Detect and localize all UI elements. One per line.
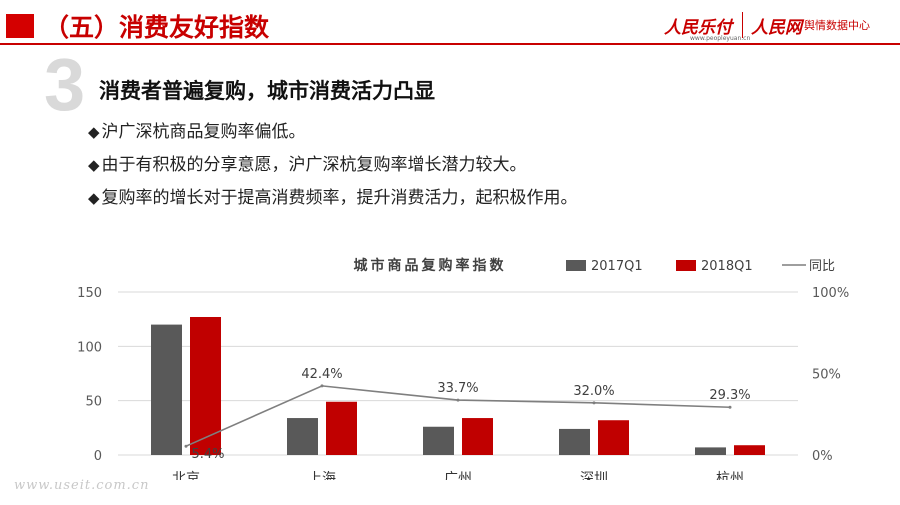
line-data-label: 32.0% — [573, 384, 614, 399]
bullet-item: ◆ 沪广深杭商品复购率偏低。 — [88, 120, 578, 153]
bar-2017Q1 — [559, 428, 590, 455]
x-tick-label: 上海 — [308, 471, 336, 480]
people-pay-logo-url: www.peopleyuan.cn — [690, 35, 751, 42]
line-data-label: 29.3% — [709, 388, 750, 403]
diamond-bullet-icon: ◆ — [88, 156, 100, 174]
diamond-bullet-icon: ◆ — [88, 123, 100, 141]
line-point — [728, 405, 732, 409]
x-tick-label: 广州 — [444, 471, 472, 480]
line-point — [456, 398, 460, 402]
legend-label: 同比 — [809, 259, 835, 274]
y-right-tick-label: 0% — [812, 449, 833, 464]
y-left-tick-label: 150 — [77, 286, 102, 301]
bullet-list: ◆ 沪广深杭商品复购率偏低。 ◆ 由于有积极的分享意愿，沪广深杭复购率增长潜力较大。… — [88, 120, 578, 219]
people-net-logo: 人民网 — [751, 17, 802, 38]
line-point — [592, 401, 596, 405]
bullet-item: ◆ 复购率的增长对于提高消费频率，提升消费活力，起积极作用。 — [88, 186, 578, 219]
header-divider — [0, 43, 900, 45]
watermark: www.useit.com.cn — [14, 478, 150, 493]
x-tick-label: 北京 — [172, 471, 200, 480]
bar-2018Q1 — [462, 418, 493, 455]
bar-2017Q1 — [151, 324, 182, 455]
bullet-item: ◆ 由于有积极的分享意愿，沪广深杭复购率增长潜力较大。 — [88, 153, 578, 186]
people-pay-logo: 人民乐付 — [664, 17, 732, 38]
diamond-bullet-icon: ◆ — [88, 189, 100, 207]
line-data-label: 33.7% — [437, 381, 478, 396]
line-data-label: 5.4% — [191, 447, 224, 462]
y-right-tick-label: 50% — [812, 368, 841, 383]
y-left-tick-label: 50 — [85, 395, 102, 410]
page-title: （五）消费友好指数 — [44, 13, 270, 42]
bullet-text: 复购率的增长对于提高消费频率，提升消费活力，起积极作用。 — [101, 188, 578, 208]
y-right-tick-label: 100% — [812, 286, 849, 301]
line-data-label: 42.4% — [301, 367, 342, 382]
bar-2018Q1 — [190, 316, 221, 455]
legend-swatch — [566, 260, 586, 271]
bar-2018Q1 — [734, 445, 765, 455]
repurchase-index-chart: 0 50 100 150 0% 50% 100% 北京 上海 广州 深圳 杭州 5.4% 42.4% 33.… — [77, 257, 849, 480]
x-tick-label: 杭州 — [716, 471, 744, 480]
logo-divider — [742, 12, 743, 38]
y-left-tick-label: 0 — [94, 449, 102, 464]
section-title: 消费者普遍复购，城市消费活力凸显 — [99, 79, 435, 103]
x-tick-label: 深圳 — [580, 471, 608, 480]
legend-label: 2017Q1 — [591, 259, 643, 274]
y-left-tick-label: 100 — [77, 340, 102, 355]
line-point — [320, 384, 324, 388]
line-point — [184, 444, 188, 448]
legend-swatch — [676, 260, 696, 271]
data-center-label: 舆情数据中心 — [804, 19, 870, 32]
bullet-text: 沪广深杭商品复购率偏低。 — [101, 122, 306, 142]
bullet-text: 由于有积极的分享意愿，沪广深杭复购率增长潜力较大。 — [101, 155, 527, 175]
legend-label: 2018Q1 — [701, 259, 753, 274]
logo-group: 人民乐付 www.peopleyuan.cn 人民网 舆情数据中心 — [664, 10, 870, 42]
bar-2017Q1 — [287, 418, 318, 455]
chart-title: 城市商品复购率指数 — [354, 257, 507, 274]
bar-2017Q1 — [423, 426, 454, 455]
bar-2018Q1 — [598, 420, 629, 455]
header-bar: （五）消费友好指数 人民乐付 www.peopleyuan.cn 人民网 舆情数… — [0, 0, 900, 46]
bar-2018Q1 — [326, 401, 357, 455]
header-accent-square — [6, 14, 34, 38]
bar-2017Q1 — [695, 447, 726, 455]
section-number: 3 — [44, 43, 86, 126]
